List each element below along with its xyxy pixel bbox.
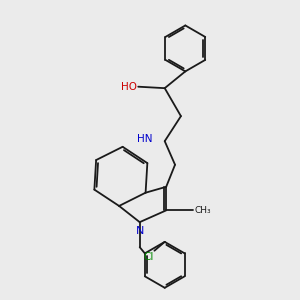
Text: HN: HN	[137, 134, 152, 144]
Text: HO: HO	[121, 82, 137, 92]
Text: N: N	[136, 226, 145, 236]
Text: Cl: Cl	[143, 252, 154, 262]
Text: CH₃: CH₃	[194, 206, 211, 215]
